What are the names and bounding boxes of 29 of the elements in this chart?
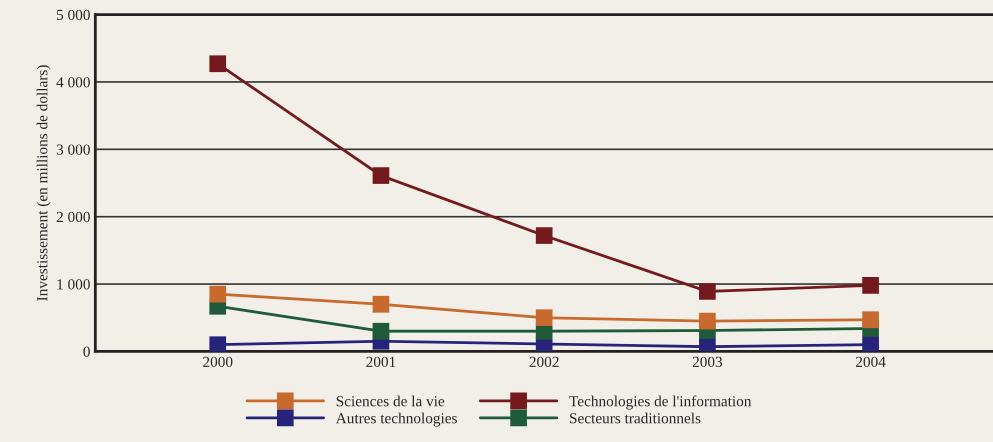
y-tick-label: 1 000 [57,279,90,290]
point [699,283,716,300]
point [372,296,390,313]
point [536,227,552,244]
point [209,286,226,302]
x-tick-label: 2001 [366,356,396,368]
y-tick-label: 5 000 [56,10,90,20]
x-tick-label: 2002 [530,356,559,368]
x-tick-label: 2003 [692,356,722,368]
point [372,167,390,184]
point [862,277,879,294]
point [536,309,552,326]
point [862,311,879,328]
point [209,336,226,352]
legend-label: Autres technologies [336,412,457,427]
y-tick-label: 2 000 [56,212,90,222]
x-tick-label: 2000 [203,356,232,368]
legend-label: Technologies de l'information [569,395,752,410]
y-tick-label: 3 000 [56,144,90,155]
y-axis-title: Investissement (en millions de dollars) [36,65,51,301]
point [699,312,716,330]
y-tick-label: 4 000 [56,77,90,88]
point [209,55,226,72]
legend-label: Secteurs traditionnels [570,412,700,424]
point [862,336,879,352]
x-tick-label: 2004 [856,356,886,368]
legend-label: Sciences de la vie [336,396,444,406]
point [372,322,390,340]
y-tick-label: 0 [83,346,90,357]
